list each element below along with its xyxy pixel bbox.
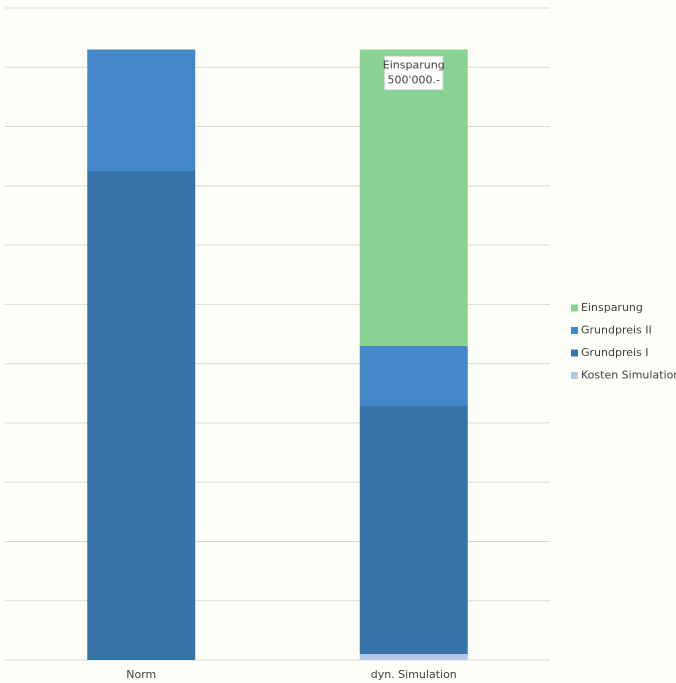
bar-segment xyxy=(359,405,468,655)
x-tick-label: dyn. Simulation xyxy=(371,668,457,681)
data-label-box xyxy=(384,55,444,90)
bar-segment xyxy=(359,49,468,346)
legend-label: Grundpreis II xyxy=(581,324,652,337)
data-label: 500'000.- xyxy=(388,73,441,86)
legend-label: Einsparung xyxy=(581,301,643,314)
bar-segment xyxy=(359,345,468,406)
data-label-series: Einsparung xyxy=(383,58,445,71)
legend-swatch xyxy=(571,349,578,357)
bar-segment xyxy=(87,171,196,660)
legend-label: Grundpreis I xyxy=(581,346,649,359)
legend-swatch xyxy=(571,304,578,312)
bar-segment xyxy=(87,49,196,172)
legend-swatch xyxy=(571,327,578,334)
legend-swatch xyxy=(571,372,578,379)
legend-label: Kosten Simulation xyxy=(581,369,676,382)
bar-segment xyxy=(359,654,468,660)
x-tick-label: Norm xyxy=(126,668,156,681)
